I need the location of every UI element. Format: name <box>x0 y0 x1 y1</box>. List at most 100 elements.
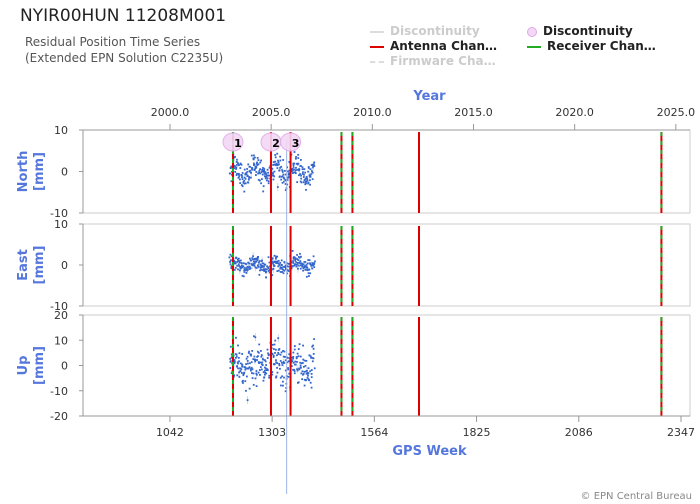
data-point <box>294 169 297 172</box>
data-point <box>257 351 260 354</box>
data-point <box>300 264 302 267</box>
data-point <box>305 372 308 375</box>
data-point <box>229 345 232 348</box>
data-point <box>307 166 310 168</box>
data-point <box>263 265 265 268</box>
data-point <box>287 360 290 363</box>
data-point <box>276 260 279 263</box>
data-point <box>246 360 249 362</box>
legend-item-receiver-change[interactable]: Receiver Chan… <box>527 39 656 53</box>
discontinuity-label: 1 <box>234 137 242 150</box>
series-up <box>229 333 316 405</box>
data-point <box>291 360 294 363</box>
data-point <box>263 369 266 372</box>
data-point <box>235 166 238 169</box>
data-point <box>284 189 287 192</box>
data-point <box>238 352 241 355</box>
data-point <box>228 256 231 259</box>
data-point <box>287 172 290 175</box>
legend-item-discontinuity-line[interactable]: Discontinuity <box>370 24 480 38</box>
data-point <box>293 370 296 372</box>
data-point <box>262 190 265 193</box>
data-point <box>299 159 302 161</box>
data-point <box>313 165 316 167</box>
data-point <box>257 371 260 374</box>
data-point <box>261 259 263 262</box>
data-point <box>266 368 269 371</box>
data-point <box>292 356 295 358</box>
data-point <box>301 173 304 175</box>
data-point <box>243 190 246 193</box>
data-point <box>296 352 299 355</box>
bottom-axis-title: GPS Week <box>392 444 467 459</box>
y-tick-label: 10 <box>54 334 68 347</box>
y-tick-label: 10 <box>54 218 68 231</box>
data-point <box>238 173 240 176</box>
line-swatch-icon <box>370 30 384 33</box>
data-point <box>246 170 249 173</box>
data-point <box>239 167 242 169</box>
data-point <box>264 366 266 369</box>
data-point <box>279 271 282 273</box>
data-point <box>308 379 310 381</box>
data-point <box>304 364 307 367</box>
data-point <box>229 253 232 256</box>
data-point <box>261 265 264 267</box>
data-point <box>311 171 314 174</box>
data-point <box>312 165 315 168</box>
data-point <box>285 179 288 181</box>
data-point <box>236 264 239 267</box>
data-point <box>239 367 241 370</box>
data-point <box>260 350 262 352</box>
data-point <box>255 260 258 263</box>
data-point <box>281 263 283 266</box>
data-point <box>261 364 264 367</box>
discontinuity-label: 2 <box>272 137 280 150</box>
data-point <box>287 368 290 371</box>
data-point <box>240 163 243 166</box>
bottom-tick-label: 2347 <box>667 426 695 439</box>
data-point <box>291 168 294 170</box>
data-point <box>297 381 300 384</box>
data-point <box>299 361 302 364</box>
data-point <box>268 174 271 177</box>
y-tick-label: 20 <box>54 309 68 322</box>
data-point <box>273 348 275 350</box>
data-point <box>282 272 285 275</box>
data-point <box>274 348 277 351</box>
data-point <box>278 163 280 166</box>
data-point <box>249 171 252 173</box>
data-point <box>292 351 295 354</box>
data-point <box>293 345 296 347</box>
data-point <box>274 154 277 156</box>
legend-item-firmware-change[interactable]: Firmware Cha… <box>370 54 496 68</box>
data-point <box>236 374 239 377</box>
legend-item-antenna-change[interactable]: Antenna Chan… <box>370 39 497 53</box>
data-point <box>275 375 278 378</box>
data-point <box>256 164 259 166</box>
top-tick-label: 2025.0 <box>657 106 696 119</box>
data-point <box>233 359 236 361</box>
data-point <box>304 265 307 267</box>
data-point <box>283 376 285 379</box>
data-point <box>277 259 280 262</box>
chart-title: NYIR00HUN 11208M001 <box>20 6 227 26</box>
data-point <box>306 371 309 374</box>
data-point <box>293 151 296 153</box>
data-point <box>307 374 309 377</box>
data-point <box>252 157 255 160</box>
data-point <box>298 169 301 172</box>
data-point <box>299 267 302 270</box>
top-tick-label: 2015.0 <box>454 106 493 119</box>
data-point <box>312 347 315 350</box>
panel-unit: [mm] <box>32 346 47 385</box>
data-point <box>241 172 244 174</box>
data-point <box>280 351 283 354</box>
data-point <box>311 356 314 359</box>
data-point <box>279 159 282 162</box>
data-point <box>233 360 236 363</box>
data-point <box>255 385 258 388</box>
data-point <box>308 354 311 357</box>
legend-item-discontinuity-circle[interactable]: Discontinuity <box>527 24 633 38</box>
